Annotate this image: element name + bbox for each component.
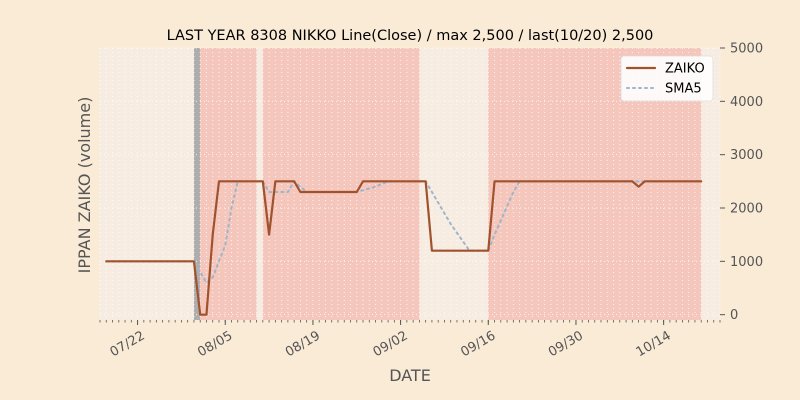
x-tick-label: 08/19 <box>283 328 323 360</box>
band-3 <box>262 48 420 320</box>
legend-label-zaiko: ZAIKO <box>665 62 705 77</box>
x-tick-label: 08/05 <box>195 328 235 360</box>
y-axis: 0 1000 2000 3000 4000 5000 <box>720 42 763 323</box>
grid-layer <box>99 47 721 320</box>
legend-label-sma5: SMA5 <box>665 82 702 97</box>
y-tick-label: 1000 <box>730 255 763 270</box>
y-tick-label: 0 <box>730 308 738 323</box>
y-tick-label: 2000 <box>730 202 763 217</box>
x-tick-label: 09/02 <box>371 328 411 360</box>
legend: ZAIKO SMA5 <box>620 55 714 102</box>
x-axis-label: DATE <box>389 366 431 385</box>
x-tick-label: 10/14 <box>634 328 674 360</box>
y-axis-label: IPPAN ZAIKO (volume) <box>75 97 94 274</box>
series-line-zaiko <box>105 180 703 316</box>
y-tick-label: 4000 <box>730 95 763 110</box>
band-1 <box>193 48 201 320</box>
chart-title: LAST YEAR 8308 NIKKO Line(Close) / max 2… <box>167 28 654 44</box>
x-tick-label: 09/30 <box>546 328 586 360</box>
y-tick-label: 3000 <box>730 148 763 163</box>
y-tick-label: 5000 <box>730 42 763 57</box>
x-tick-label: 07/22 <box>108 328 148 360</box>
x-tick-label: 09/16 <box>458 328 498 360</box>
series-layer <box>105 180 703 316</box>
bands-layer <box>193 48 702 320</box>
x-axis: 07/22 08/05 08/19 09/02 09/16 09/30 10/14 <box>99 320 721 360</box>
